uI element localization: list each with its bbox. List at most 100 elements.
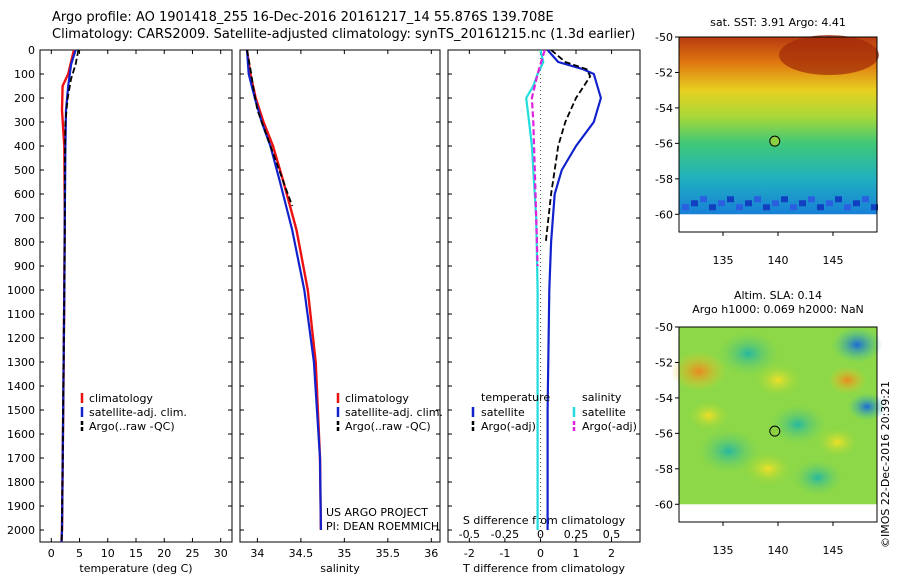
sla-blob xyxy=(697,429,760,474)
project-annotation: PI: DEAN ROEMMICH xyxy=(326,520,439,533)
sst-cell xyxy=(808,196,815,203)
map-y-tick-label: -58 xyxy=(655,463,673,476)
legend-label: satellite-adj. clim. xyxy=(345,406,443,419)
sst-cell xyxy=(853,200,860,207)
sla-blob xyxy=(686,399,732,432)
y-tick-label: 400 xyxy=(14,140,35,153)
y-tick-label: 500 xyxy=(14,164,35,177)
sst-cell xyxy=(736,204,743,211)
map-y-tick-label: -56 xyxy=(655,427,673,440)
y-tick-label: 300 xyxy=(14,116,35,129)
sst-cell xyxy=(754,196,761,203)
sst-cell xyxy=(835,196,842,203)
y-tick-label: 1600 xyxy=(7,428,35,441)
map-y-tick-label: -50 xyxy=(655,31,673,44)
map-y-tick-label: -50 xyxy=(655,321,673,334)
map-y-tick-label: -52 xyxy=(655,356,673,369)
x-tick-label: 36 xyxy=(424,547,438,560)
x-tick-label: 10 xyxy=(101,547,115,560)
argo-location-marker xyxy=(769,425,781,437)
legend-title-salinity: salinity xyxy=(582,391,622,404)
x-tick-label: -1 xyxy=(499,547,510,560)
s-tick-label: -0.25 xyxy=(491,528,519,541)
sst-cell xyxy=(871,204,878,211)
sla-blob xyxy=(827,366,867,395)
map-y-tick-label: -54 xyxy=(655,102,673,115)
argo-location-marker xyxy=(769,135,781,147)
y-tick-label: 1300 xyxy=(7,356,35,369)
map-x-tick-label: 135 xyxy=(713,544,734,557)
difference-panel: -2 -1 0 1 2 T difference from climatology S di… xyxy=(447,49,641,575)
x-tick-label: 5 xyxy=(76,547,83,560)
x-tick-label: 0 xyxy=(48,547,55,560)
map-x-tick-label: 140 xyxy=(768,254,789,267)
legend-label: satellite xyxy=(582,406,626,419)
x-axis-label: temperature (deg C) xyxy=(79,562,192,575)
y-tick-label: 200 xyxy=(14,92,35,105)
y-tick-label: 700 xyxy=(14,212,35,225)
credit-text: ©IMOS 22-Dec-2016 20:39:21 xyxy=(879,381,892,548)
y-tick-label: 1800 xyxy=(7,476,35,489)
s-tick-label: 0.5 xyxy=(603,528,621,541)
y-tick-label: 1400 xyxy=(7,380,35,393)
sst-cell xyxy=(772,200,779,207)
map-y-tick-label: -58 xyxy=(655,173,673,186)
map-y-tick-label: -56 xyxy=(655,137,673,150)
y-tick-label: 900 xyxy=(14,260,35,273)
temperature-panel: 0100200300400500600700800900100011001200… xyxy=(7,44,233,575)
legend-label: climatology xyxy=(345,392,409,405)
map-title-line: Argo h1000: 0.069 h2000: NaN xyxy=(692,303,864,316)
sst-cell xyxy=(862,196,869,203)
map-y-tick-label: -52 xyxy=(655,66,673,79)
y-tick-label: 100 xyxy=(14,68,35,81)
series-line-argo-raw-qc- xyxy=(246,49,294,207)
legend-label: satellite-adj. clim. xyxy=(89,406,187,419)
y-tick-label: 0 xyxy=(28,44,35,57)
legend-label: satellite xyxy=(481,406,525,419)
map-x-tick-label: 135 xyxy=(713,254,734,267)
y-tick-label: 1500 xyxy=(7,404,35,417)
legend-title-temperature: temperature xyxy=(481,391,550,404)
map-y-tick-label: -60 xyxy=(655,498,673,511)
x-tick-label: 34 xyxy=(250,547,264,560)
sst-cell xyxy=(826,200,833,207)
sla-blob xyxy=(792,459,843,496)
legend-label: climatology xyxy=(89,392,153,405)
series-line-t-satellite xyxy=(546,49,603,530)
s-axis-label: S difference from climatology xyxy=(463,514,626,527)
salinity-frame xyxy=(239,49,441,543)
x-tick-label: 20 xyxy=(157,547,171,560)
sla-blob xyxy=(752,362,804,399)
sst-cell xyxy=(745,200,752,207)
x-tick-label: 35 xyxy=(337,547,351,560)
sla-blob xyxy=(832,326,883,363)
x-tick-label: 25 xyxy=(185,547,199,560)
y-tick-label: 1000 xyxy=(7,284,35,297)
sst-cell xyxy=(718,200,725,207)
x-tick-label: 30 xyxy=(214,547,228,560)
x-tick-label: 34.5 xyxy=(289,547,314,560)
sst-cell xyxy=(799,200,806,207)
sst-cell xyxy=(700,196,707,203)
profile-title: Argo profile: AO 1901418_255 16-Dec-2016… xyxy=(52,10,554,25)
temperature-frame xyxy=(39,49,233,543)
series-line-s-argo-adj- xyxy=(530,49,546,267)
s-tick-label: 0 xyxy=(537,528,544,541)
sst-cell xyxy=(781,196,788,203)
sla-blob xyxy=(670,351,727,392)
series-line-satellite-adj-clim- xyxy=(60,49,77,543)
sst-cell xyxy=(727,196,734,203)
x-tick-label: 1 xyxy=(573,547,580,560)
x-tick-label: -2 xyxy=(464,547,475,560)
climatology-title: Climatology: CARS2009. Satellite-adjuste… xyxy=(52,27,636,42)
sla-blob xyxy=(742,450,794,487)
sst-cell xyxy=(691,200,698,207)
map-y-tick-label: -60 xyxy=(655,208,673,221)
series-line-argo-raw-qc- xyxy=(60,49,80,543)
x-tick-label: 2 xyxy=(608,547,615,560)
salinity-panel: 34 34.5 35 35.5 36 salinity climatologysatelli… xyxy=(239,49,443,575)
s-tick-label: -0.5 xyxy=(459,528,480,541)
x-tick-label: 0 xyxy=(537,547,544,560)
y-tick-label: 1200 xyxy=(7,332,35,345)
